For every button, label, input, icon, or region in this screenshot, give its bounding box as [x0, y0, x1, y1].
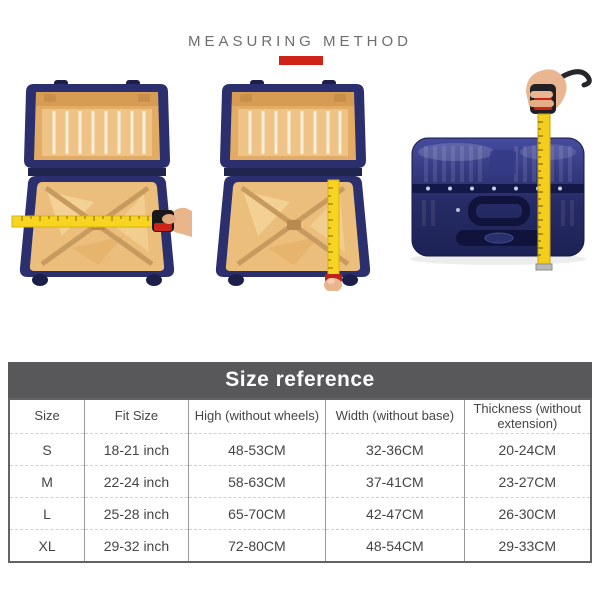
- cell-thickness: 26-30CM: [464, 497, 591, 530]
- page-title: MEASURING METHOD: [187, 33, 412, 50]
- size-reference-section: Size reference Size Fit Size High (witho…: [8, 362, 592, 563]
- size-reference-title: Size reference: [8, 362, 592, 398]
- table-row-m: M 22-24 inch 58-63CM 37-41CM 23-27CM: [9, 465, 591, 498]
- cell-width: 32-36CM: [325, 433, 465, 466]
- cell-size: L: [9, 497, 86, 530]
- col-header-size: Size: [9, 399, 86, 434]
- cell-width: 42-47CM: [325, 497, 465, 530]
- cell-high: 72-80CM: [188, 529, 327, 562]
- cell-high: 58-63CM: [188, 465, 327, 498]
- cell-thickness: 23-27CM: [464, 465, 591, 498]
- photo-open-suitcase-depth: [198, 76, 388, 291]
- cell-thickness: 29-33CM: [464, 529, 591, 562]
- cell-width: 37-41CM: [325, 465, 465, 498]
- col-header-width: Width (without base): [325, 399, 465, 434]
- col-header-thickness: Thickness (without extension): [473, 400, 582, 431]
- cell-fit: 25-28 inch: [84, 497, 189, 530]
- col-header-high: High (without wheels): [188, 399, 327, 434]
- photo-closed-suitcase-height: [398, 58, 598, 288]
- cell-high: 48-53CM: [188, 433, 327, 466]
- cell-size: XL: [9, 529, 86, 562]
- table-row-s: S 18-21 inch 48-53CM 32-36CM 20-24CM: [9, 433, 591, 466]
- size-reference-table: Size Fit Size High (without wheels) Widt…: [8, 398, 592, 563]
- table-row-xl: XL 29-32 inch 72-80CM 48-54CM 29-33CM: [9, 529, 591, 562]
- photo-open-suitcase-width: [2, 76, 192, 288]
- red-accent-bar: [279, 56, 323, 65]
- cell-size: M: [9, 465, 86, 498]
- cell-size: S: [9, 433, 86, 466]
- closed-suitcase-height-tape-icon: [410, 69, 592, 271]
- col-header-fit-size: Fit Size: [84, 399, 189, 434]
- table-header-row: Size Fit Size High (without wheels) Widt…: [9, 399, 591, 434]
- open-suitcase-vertical-tape-icon: [198, 76, 388, 291]
- open-suitcase-horizontal-tape-icon: [11, 76, 192, 288]
- table-row-l: L 25-28 inch 65-70CM 42-47CM 26-30CM: [9, 497, 591, 530]
- cell-high: 65-70CM: [188, 497, 327, 530]
- cell-thickness: 20-24CM: [464, 433, 591, 466]
- cell-fit: 18-21 inch: [84, 433, 189, 466]
- cell-fit: 29-32 inch: [84, 529, 189, 562]
- cell-width: 48-54CM: [325, 529, 465, 562]
- cell-fit: 22-24 inch: [84, 465, 189, 498]
